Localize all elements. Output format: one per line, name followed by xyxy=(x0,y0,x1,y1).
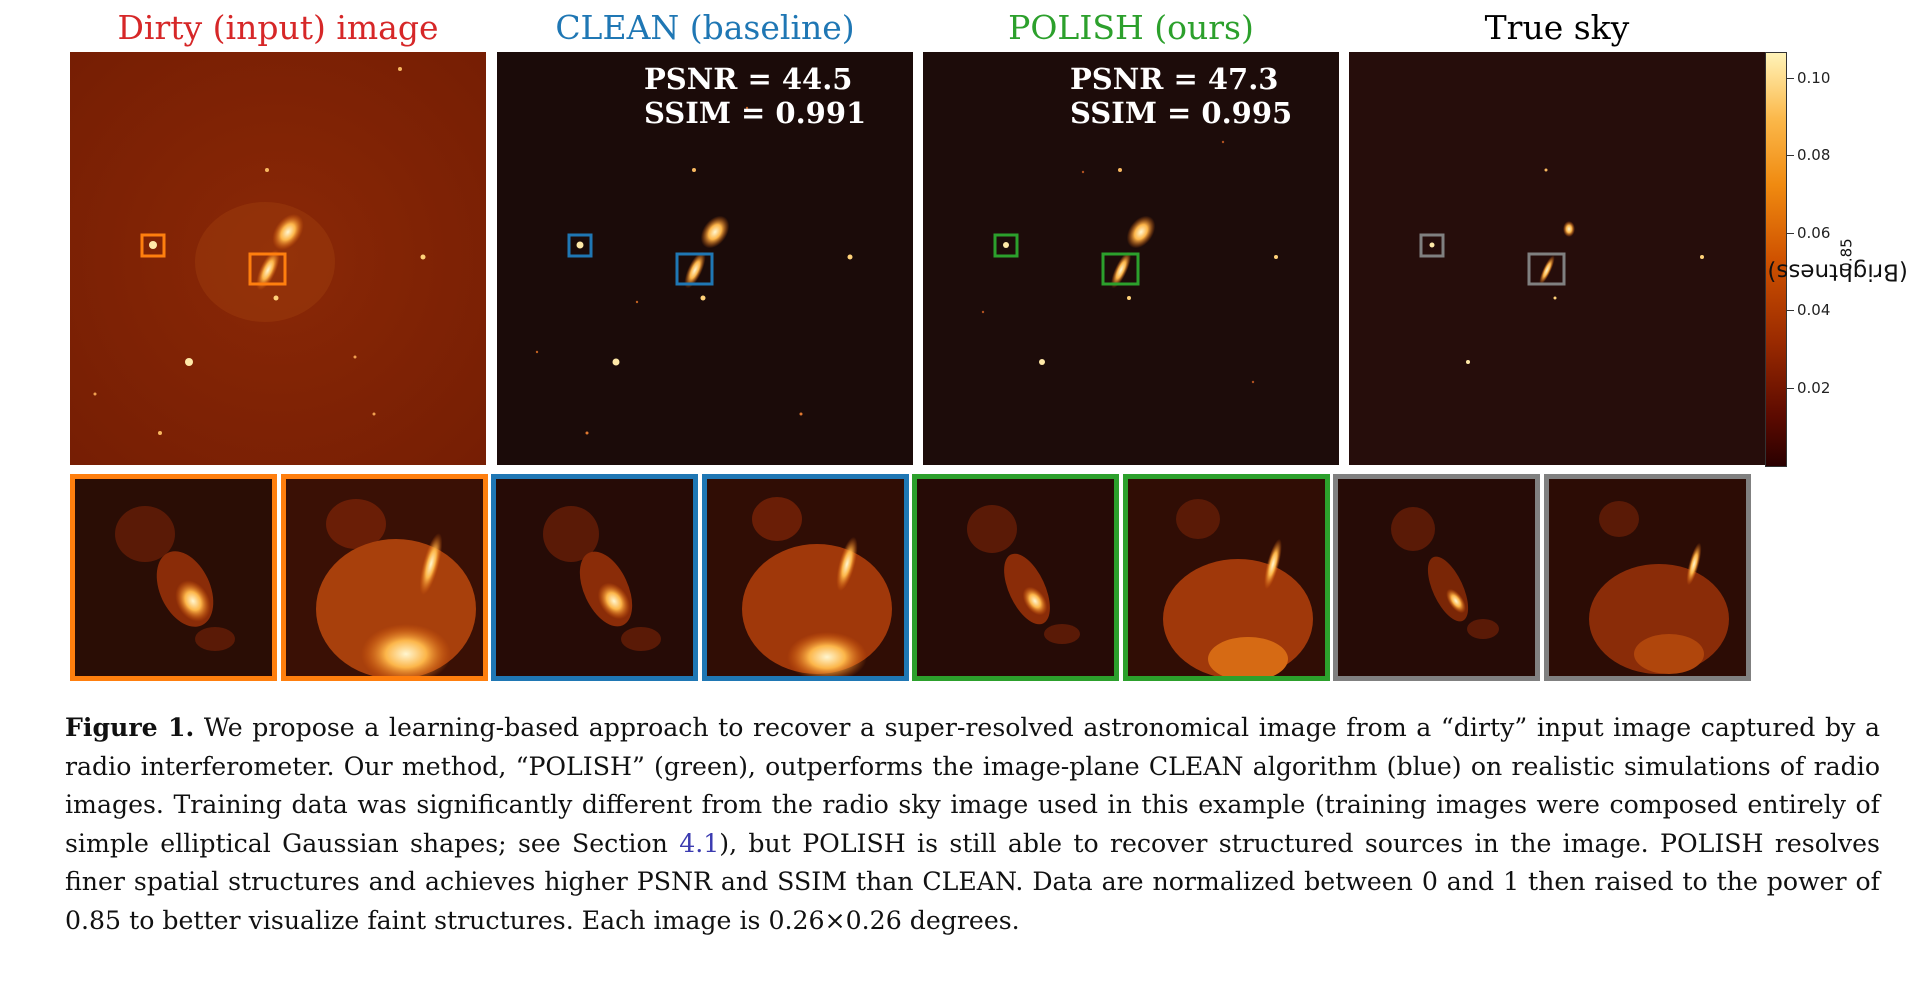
colorbar-tick xyxy=(1786,388,1794,389)
panel-title-clean: CLEAN (baseline) xyxy=(555,8,855,47)
dirty-image-panel xyxy=(70,52,486,465)
polish-ssim: SSIM = 0.995 xyxy=(1070,96,1293,130)
colorbar xyxy=(1765,52,1787,467)
colorbar-tick-label: 0.08 xyxy=(1797,146,1831,164)
polish-metrics: PSNR = 47.3 SSIM = 0.995 xyxy=(1070,62,1292,130)
colorbar-tick-label: 0.10 xyxy=(1797,69,1831,87)
crop-polish-large xyxy=(1123,474,1330,681)
crop-dirty-small-image xyxy=(75,479,272,676)
colorbar-tick-label: 0.06 xyxy=(1797,224,1831,242)
crop-dirty-large xyxy=(281,474,488,681)
clean-ssim: SSIM = 0.991 xyxy=(644,96,867,130)
polish-image xyxy=(923,52,1339,465)
crop-truth-small xyxy=(1333,474,1540,681)
crop-clean-small-image xyxy=(496,479,693,676)
colorbar-tick-label: 0.04 xyxy=(1797,301,1831,319)
colorbar-tick-label: 0.02 xyxy=(1797,379,1831,397)
clean-metrics: PSNR = 44.5 SSIM = 0.991 xyxy=(644,62,866,130)
colorbar-tick xyxy=(1786,233,1794,234)
panel-title-dirty: Dirty (input) image xyxy=(117,8,439,47)
colorbar-tick xyxy=(1786,78,1794,79)
true-sky-image xyxy=(1349,52,1765,465)
clean-image-panel: PSNR = 44.5 SSIM = 0.991 xyxy=(497,52,913,465)
crop-polish-small-image xyxy=(917,479,1114,676)
polish-image-panel: PSNR = 47.3 SSIM = 0.995 xyxy=(923,52,1339,465)
colorbar-tick xyxy=(1786,155,1794,156)
clean-psnr: PSNR = 44.5 xyxy=(644,62,853,96)
figure-label: Figure 1. xyxy=(65,712,195,742)
panel-title-true-sky: True sky xyxy=(1484,8,1630,47)
crop-polish-small xyxy=(912,474,1119,681)
colorbar-tick xyxy=(1786,310,1794,311)
crop-truth-small-image xyxy=(1338,479,1535,676)
crop-dirty-large-image xyxy=(286,479,483,676)
crop-truth-large-image xyxy=(1549,479,1746,676)
caption-text: ), but POLISH is still able to recover s… xyxy=(65,828,1880,935)
crop-truth-large xyxy=(1544,474,1751,681)
section-reference-link[interactable]: 4.1 xyxy=(679,828,720,858)
true-sky-panel xyxy=(1349,52,1765,465)
caption-text: We propose a learning-based approach to … xyxy=(65,713,1880,858)
figure-caption: Figure 1. We propose a learning-based ap… xyxy=(65,708,1880,940)
crop-clean-small xyxy=(491,474,698,681)
crop-polish-large-image xyxy=(1128,479,1325,676)
crop-clean-large xyxy=(702,474,909,681)
colorbar-label-text: (Brightness) xyxy=(1767,258,1908,285)
clean-image xyxy=(497,52,913,465)
panel-title-polish: POLISH (ours) xyxy=(1008,8,1254,47)
polish-psnr: PSNR = 47.3 xyxy=(1070,62,1279,96)
crop-dirty-small xyxy=(70,474,277,681)
crop-clean-large-image xyxy=(707,479,904,676)
dirty-image xyxy=(70,52,486,465)
